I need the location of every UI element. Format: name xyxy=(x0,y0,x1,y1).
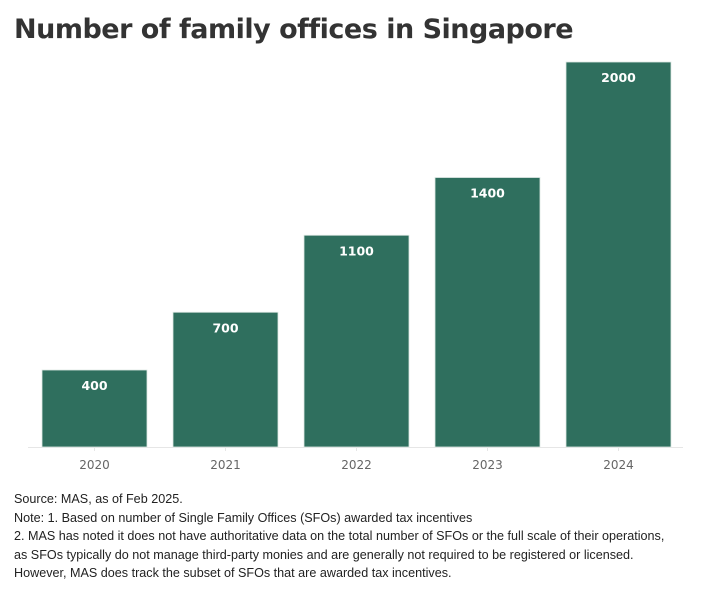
note-line: Note: 1. Based on number of Single Famil… xyxy=(14,510,473,525)
note-line: However, MAS does track the subset of SF… xyxy=(14,566,452,580)
chart-notes: Source: MAS, as of Feb 2025. Note: 1. Ba… xyxy=(14,490,664,583)
bar-2024 xyxy=(565,61,672,448)
bar-chart: 400 2020 700 2021 1100 2022 1400 2023 2000 2024 xyxy=(28,61,683,472)
data-label: 1100 xyxy=(339,243,374,258)
chart-title: Number of family offices in Singapore xyxy=(14,14,574,45)
bar-2020 xyxy=(41,369,148,448)
data-label: 400 xyxy=(81,378,107,393)
x-tick-label: 2020 xyxy=(79,458,110,472)
x-tick-label: 2024 xyxy=(603,458,634,472)
x-tick-label: 2022 xyxy=(341,458,372,472)
bar-2021 xyxy=(172,311,279,448)
x-tick-label: 2021 xyxy=(210,458,241,472)
note-line: as SFOs typically do not manage third-pa… xyxy=(14,547,634,562)
data-label: 1400 xyxy=(470,186,505,201)
note-line: 2. MAS has noted it does not have author… xyxy=(14,529,665,543)
x-tick-label: 2023 xyxy=(472,458,503,472)
bar-2023 xyxy=(434,177,541,448)
data-label: 700 xyxy=(212,320,238,335)
data-label: 2000 xyxy=(601,70,636,85)
source-note: Source: MAS, as of Feb 2025. xyxy=(14,492,183,506)
bar-2022 xyxy=(303,234,410,448)
